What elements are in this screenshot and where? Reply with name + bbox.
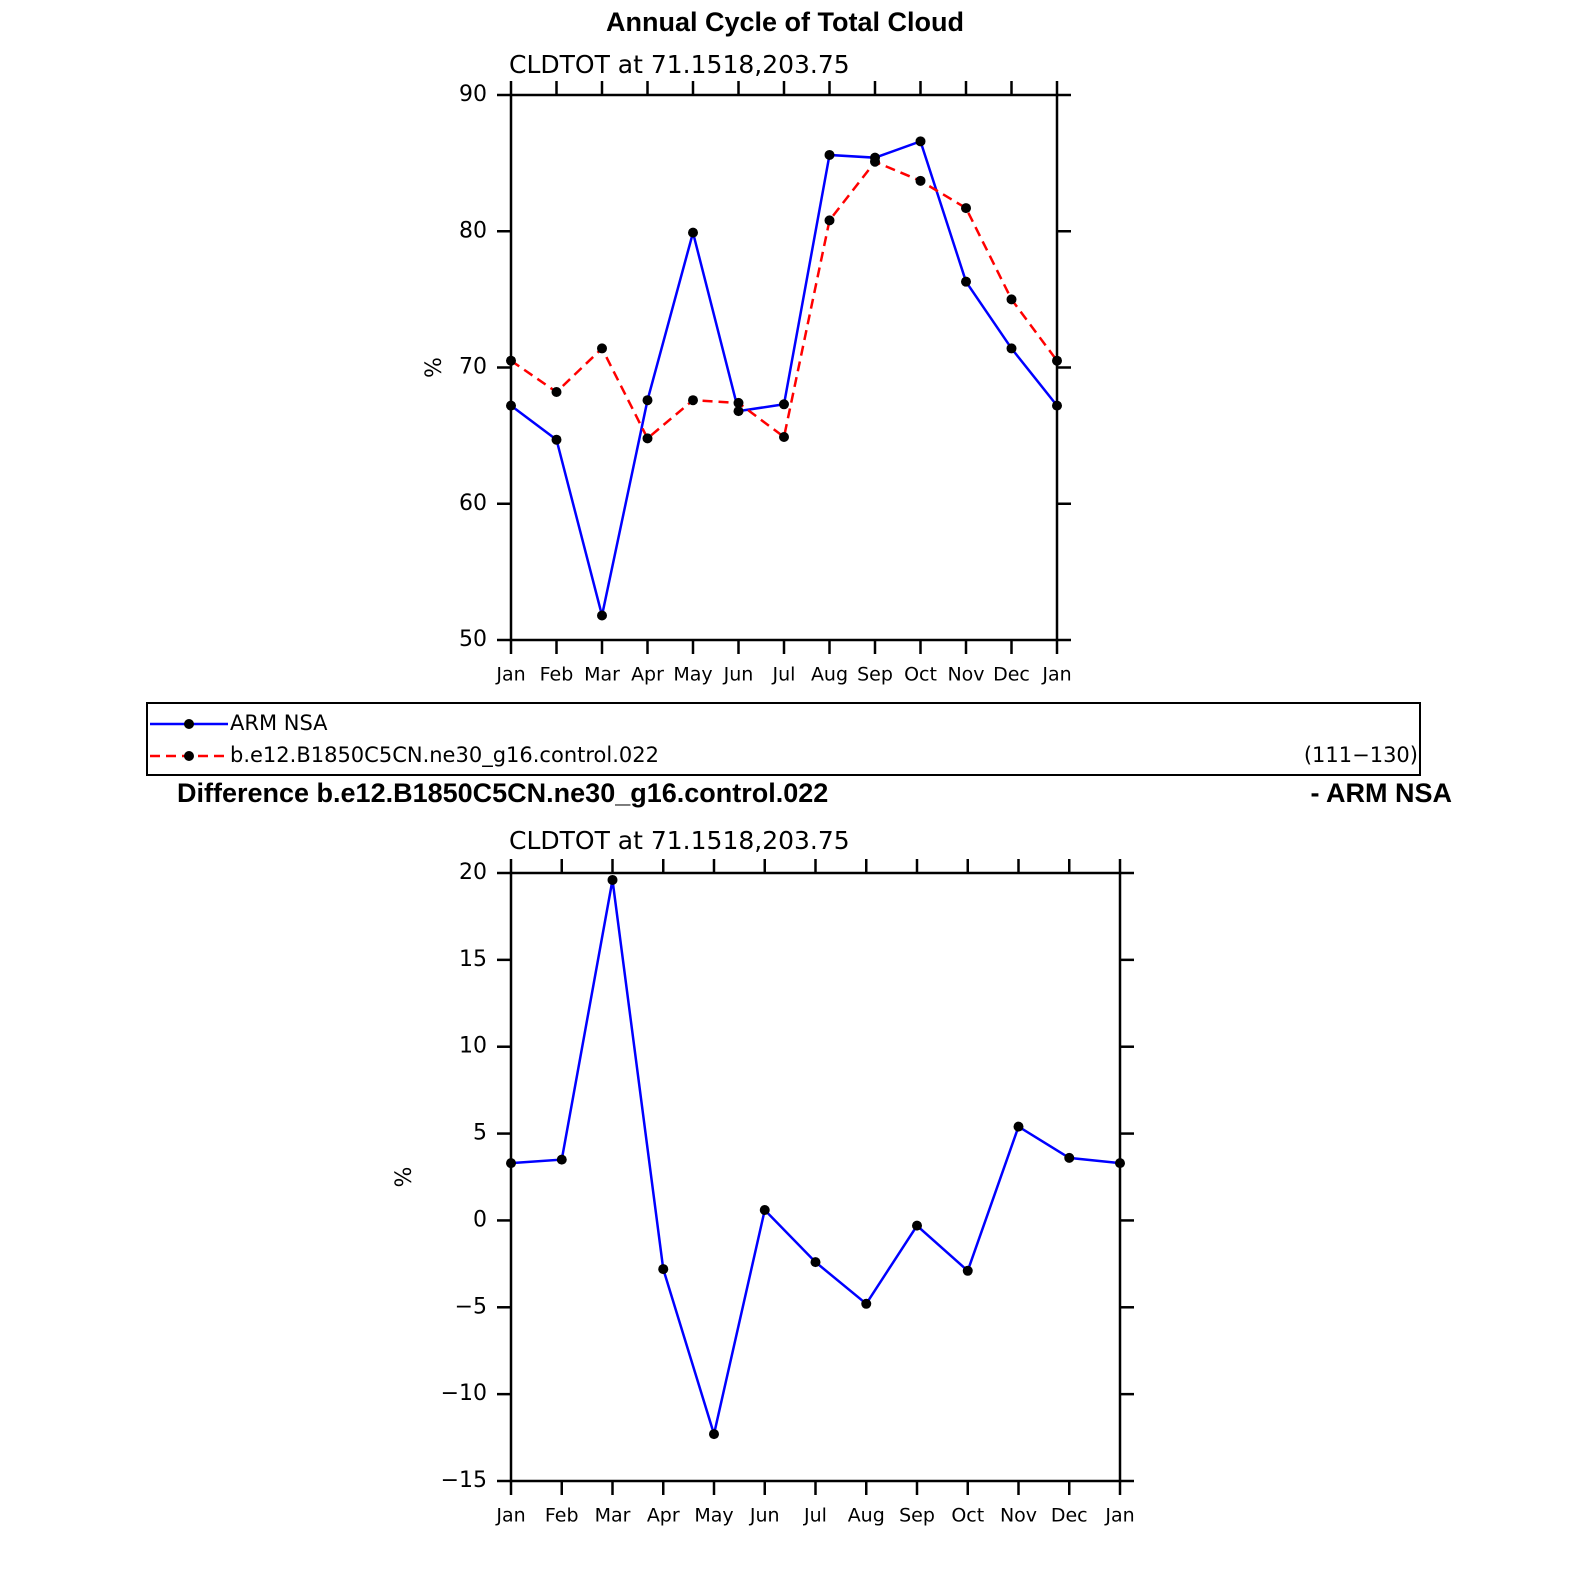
y-tick-label: 10	[459, 1034, 487, 1059]
data-point	[961, 276, 971, 287]
x-tick-label: Oct	[951, 1505, 984, 1527]
plot-frame	[509, 871, 1122, 1483]
legend-box	[146, 702, 1421, 776]
data-point	[733, 397, 744, 408]
chart-title: Difference b.e12.B1850C5CN.ne30_g16.cont…	[177, 778, 828, 808]
y-tick-label: 60	[459, 491, 487, 516]
data-point	[1115, 1158, 1125, 1169]
legend-note: (111−130)	[1304, 743, 1418, 767]
y-tick-label: −15	[441, 1468, 487, 1493]
series-line	[510, 160, 1059, 441]
data-point	[915, 175, 926, 186]
x-tick-label: Jun	[723, 664, 754, 686]
data-point	[759, 1205, 770, 1216]
y-tick-label: 70	[459, 355, 487, 380]
data-point	[597, 343, 607, 354]
x-tick-label: Jul	[803, 1505, 827, 1527]
x-tick-label: Jan	[1104, 1505, 1134, 1527]
y-tick-label: −10	[441, 1381, 487, 1406]
legend-label: ARM NSA	[230, 711, 328, 735]
data-point	[1006, 294, 1017, 305]
y-tick-label: 20	[459, 860, 487, 885]
data-point	[824, 149, 835, 160]
data-point	[506, 355, 516, 366]
data-point	[688, 227, 698, 238]
data-point	[506, 400, 516, 411]
data-point	[658, 1264, 669, 1275]
data-point	[1013, 1121, 1024, 1132]
y-tick-label: 90	[459, 82, 487, 107]
data-point	[642, 395, 653, 406]
legend-marker	[184, 719, 194, 729]
legend-marker	[184, 751, 194, 761]
data-point	[1006, 343, 1017, 354]
data-point	[597, 610, 607, 621]
data-point	[962, 1265, 973, 1276]
data-point	[709, 1429, 719, 1440]
x-tick-label: Sep	[899, 1505, 935, 1527]
plot-frame	[509, 93, 1059, 642]
legend-label: b.e12.B1850C5CN.ne30_g16.control.022	[230, 743, 659, 768]
data-point	[688, 395, 698, 406]
data-point	[824, 215, 835, 226]
y-tick-label: 15	[459, 947, 487, 972]
chart-title: Annual Cycle of Total Cloud	[606, 7, 964, 37]
x-tick-label: Dec	[1051, 1505, 1088, 1527]
data-point	[556, 1154, 567, 1165]
y-tick-label: −5	[455, 1294, 487, 1319]
y-axis-label: %	[422, 357, 447, 378]
x-tick-label: Apr	[631, 664, 664, 686]
data-point	[607, 874, 618, 885]
x-tick-label: Sep	[857, 664, 893, 686]
data-point	[1064, 1152, 1075, 1163]
data-point	[779, 431, 789, 442]
x-tick-label: Nov	[1000, 1505, 1037, 1527]
x-tick-label: Feb	[540, 664, 574, 686]
x-tick-label: Jan	[1041, 664, 1071, 686]
x-tick-label: Jan	[495, 664, 525, 686]
y-tick-label: 0	[473, 1207, 487, 1232]
data-point	[961, 203, 971, 214]
x-tick-label: Aug	[848, 1505, 885, 1527]
data-point	[912, 1220, 922, 1231]
x-tick-label: Dec	[993, 664, 1030, 686]
data-point	[1052, 355, 1062, 366]
data-point	[733, 406, 744, 417]
chart-subtitle: CLDTOT at 71.1518,203.75	[509, 50, 850, 79]
y-tick-label: 5	[473, 1121, 487, 1146]
x-tick-label: Aug	[811, 664, 848, 686]
data-point	[1052, 400, 1062, 411]
x-tick-label: May	[673, 664, 712, 686]
x-tick-label: May	[694, 1505, 733, 1527]
x-tick-label: Feb	[545, 1505, 579, 1527]
chart-title-right: - ARM NSA	[1311, 778, 1453, 808]
x-tick-label: Jul	[772, 664, 796, 686]
data-point	[870, 156, 880, 167]
data-point	[551, 434, 562, 445]
chart-subtitle: CLDTOT at 71.1518,203.75	[509, 826, 850, 855]
x-tick-label: Oct	[904, 664, 937, 686]
data-point	[506, 1158, 516, 1169]
data-point	[861, 1298, 872, 1309]
x-tick-label: Jan	[495, 1505, 525, 1527]
data-point	[779, 399, 789, 410]
data-point	[915, 136, 926, 147]
y-tick-label: 80	[459, 218, 487, 243]
x-tick-label: Mar	[595, 1505, 631, 1527]
data-point	[810, 1257, 821, 1268]
x-tick-label: Nov	[947, 664, 984, 686]
x-tick-label: Apr	[647, 1505, 680, 1527]
x-tick-label: Jun	[749, 1505, 780, 1527]
series-line	[510, 879, 1121, 1439]
y-axis-label: %	[392, 1167, 417, 1188]
y-tick-label: 50	[459, 627, 487, 652]
x-tick-label: Mar	[584, 664, 620, 686]
data-point	[551, 387, 562, 398]
series-line	[510, 139, 1058, 616]
data-point	[642, 433, 653, 444]
